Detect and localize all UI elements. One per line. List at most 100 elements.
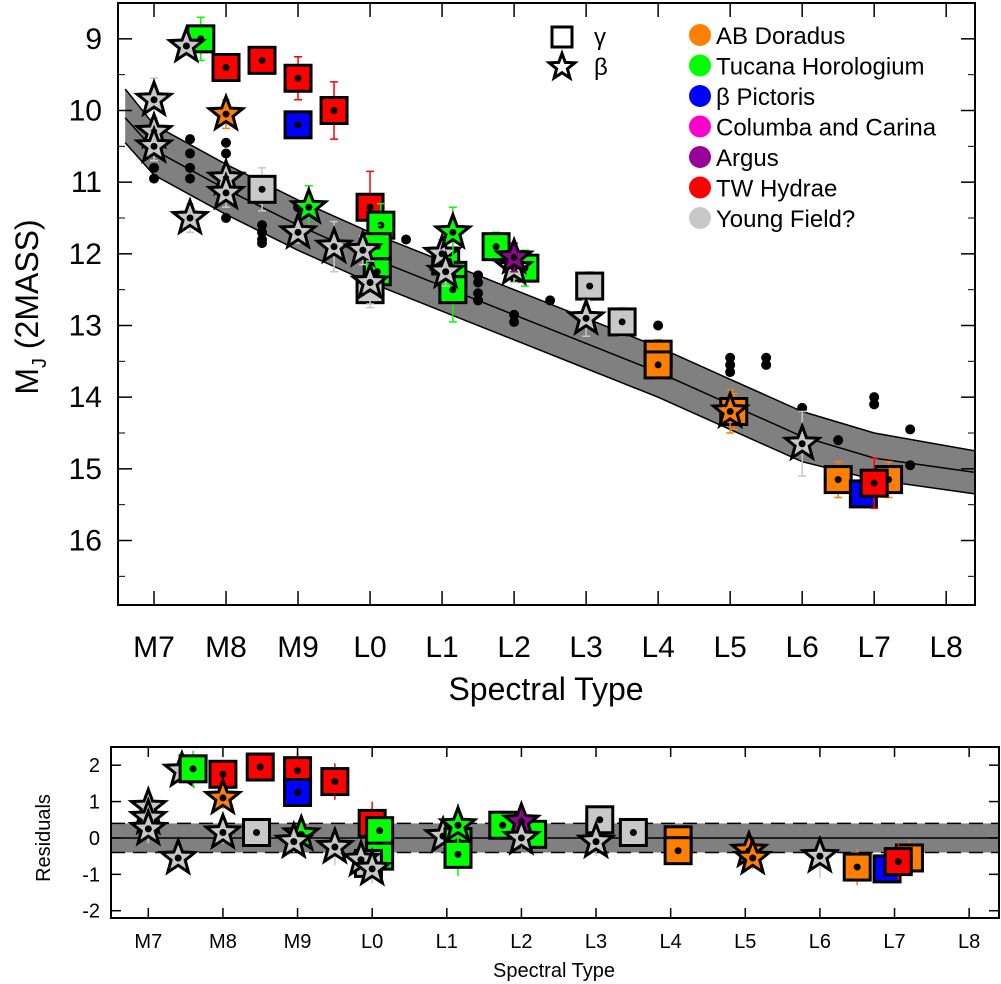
point-center: [373, 268, 381, 276]
residual-point-center: [454, 821, 462, 829]
y-tick-label: 10: [69, 95, 102, 128]
point-center: [510, 253, 518, 261]
y-tick-label: 12: [69, 238, 102, 271]
residual-point-square: [245, 752, 275, 782]
residual-x-tick-label: M7: [134, 931, 162, 953]
x-tick-label: L1: [425, 631, 458, 664]
residual-point-center: [368, 865, 376, 873]
residual-point-center: [674, 847, 682, 855]
residual-point-center: [596, 816, 604, 824]
residual-x-tick-label: L0: [361, 931, 383, 953]
field-point: [653, 320, 664, 331]
y-tick-label: 16: [69, 525, 102, 558]
point-center: [366, 279, 374, 286]
sequence-line-fit: [124, 117, 976, 474]
residual-x-tick-label: L6: [809, 931, 831, 953]
y-axis-label: MJ (2MASS): [9, 219, 51, 394]
residual-y-tick-label: 0: [89, 828, 100, 850]
point-center: [330, 243, 338, 251]
field-point: [905, 460, 916, 471]
residual-point-center: [294, 788, 302, 796]
point-center: [366, 203, 374, 211]
y-tick-label: 13: [69, 310, 102, 343]
sequence-line-lower: [124, 88, 976, 452]
field-point: [221, 137, 232, 148]
point-center: [442, 268, 450, 276]
legend-label: AB Doradus: [716, 23, 845, 50]
shape-legend: γβ: [545, 24, 608, 82]
x-tick-label: L4: [641, 631, 674, 664]
residual-point-center: [499, 821, 507, 829]
field-point: [257, 220, 268, 231]
residual-point-square: [883, 847, 913, 877]
point-center: [870, 479, 878, 487]
point-center: [330, 107, 338, 114]
residual-point-center: [290, 838, 298, 846]
residual-point-center: [853, 863, 861, 871]
shape-legend-square-icon: [550, 25, 574, 49]
residual-point-square: [365, 816, 395, 846]
residual-x-tick-label: M9: [284, 931, 312, 953]
point-center: [294, 74, 302, 82]
residual-point-center: [144, 825, 152, 833]
field-point: [221, 213, 232, 223]
residual-point-center: [517, 834, 525, 842]
residual-x-label: Spectral Type: [493, 960, 615, 982]
legend-dot: [689, 176, 711, 199]
residual-x-tick-label: L7: [883, 931, 905, 953]
legend-label: Argus: [716, 145, 779, 172]
young-point-square: [247, 174, 277, 204]
field-point: [797, 402, 808, 413]
residual-point-center: [454, 850, 462, 858]
field-point: [545, 295, 556, 306]
legend-label: TW Hydrae: [716, 176, 837, 203]
field-point: [761, 352, 772, 363]
field-point: [725, 352, 736, 363]
x-tick-label: L8: [930, 631, 963, 664]
legend-dot: [689, 207, 711, 229]
point-center: [258, 56, 266, 64]
field-point: [473, 288, 484, 299]
point-center: [222, 64, 230, 71]
residual-x-tick-label: L4: [660, 931, 682, 953]
point-center: [492, 243, 500, 251]
point-center: [182, 42, 190, 50]
y-tick-label: 9: [85, 23, 102, 56]
x-tick-label: L0: [353, 631, 386, 664]
residual-x-ticks: M7 M8 M9 L0 L1 L2 L3 L4 L5 L6 L7 L8: [134, 747, 980, 953]
point-center: [654, 361, 662, 369]
legend-label: Tucana Horologium: [716, 54, 925, 81]
point-center: [305, 203, 313, 211]
y-axis-label-rest: (2MASS): [9, 219, 45, 358]
field-point: [761, 359, 772, 370]
point-center: [726, 408, 734, 415]
x-tick-label: L3: [569, 631, 602, 664]
data-points: [133, 16, 916, 509]
legend-dot: [689, 115, 711, 138]
point-center: [582, 314, 590, 322]
residual-y-ticks: 2 1 0 -1 -2: [82, 755, 999, 923]
y-tick-label: 11: [71, 166, 102, 199]
x-tick-label: L2: [497, 631, 530, 664]
residual-y-tick-label: -1: [82, 864, 100, 886]
x-tick-label: M7: [133, 631, 175, 664]
residual-x-tick-label: L5: [734, 931, 756, 953]
residual-point-center: [816, 852, 824, 860]
field-point: [185, 148, 196, 159]
residual-point-center: [219, 829, 227, 836]
residual-point-center: [219, 794, 227, 802]
residual-point-center: [174, 854, 182, 862]
residual-point-center: [331, 778, 339, 786]
residual-y-tick-label: -2: [82, 901, 100, 923]
field-point: [401, 234, 412, 245]
y-tick-label: 15: [69, 453, 102, 486]
legend-dot: [689, 85, 711, 107]
field-point: [185, 173, 196, 184]
legend-dot: [689, 54, 711, 77]
x-axis-ticks: M7 M8 M9 L0 L1 L2 L3 L4 L5 L6 L7 L8: [133, 3, 963, 664]
x-tick-label: L6: [785, 631, 818, 664]
legend-label: β Pictoris: [716, 84, 815, 111]
field-point: [185, 162, 196, 173]
residual-point-center: [376, 827, 384, 835]
x-tick-label: L5: [713, 631, 746, 664]
